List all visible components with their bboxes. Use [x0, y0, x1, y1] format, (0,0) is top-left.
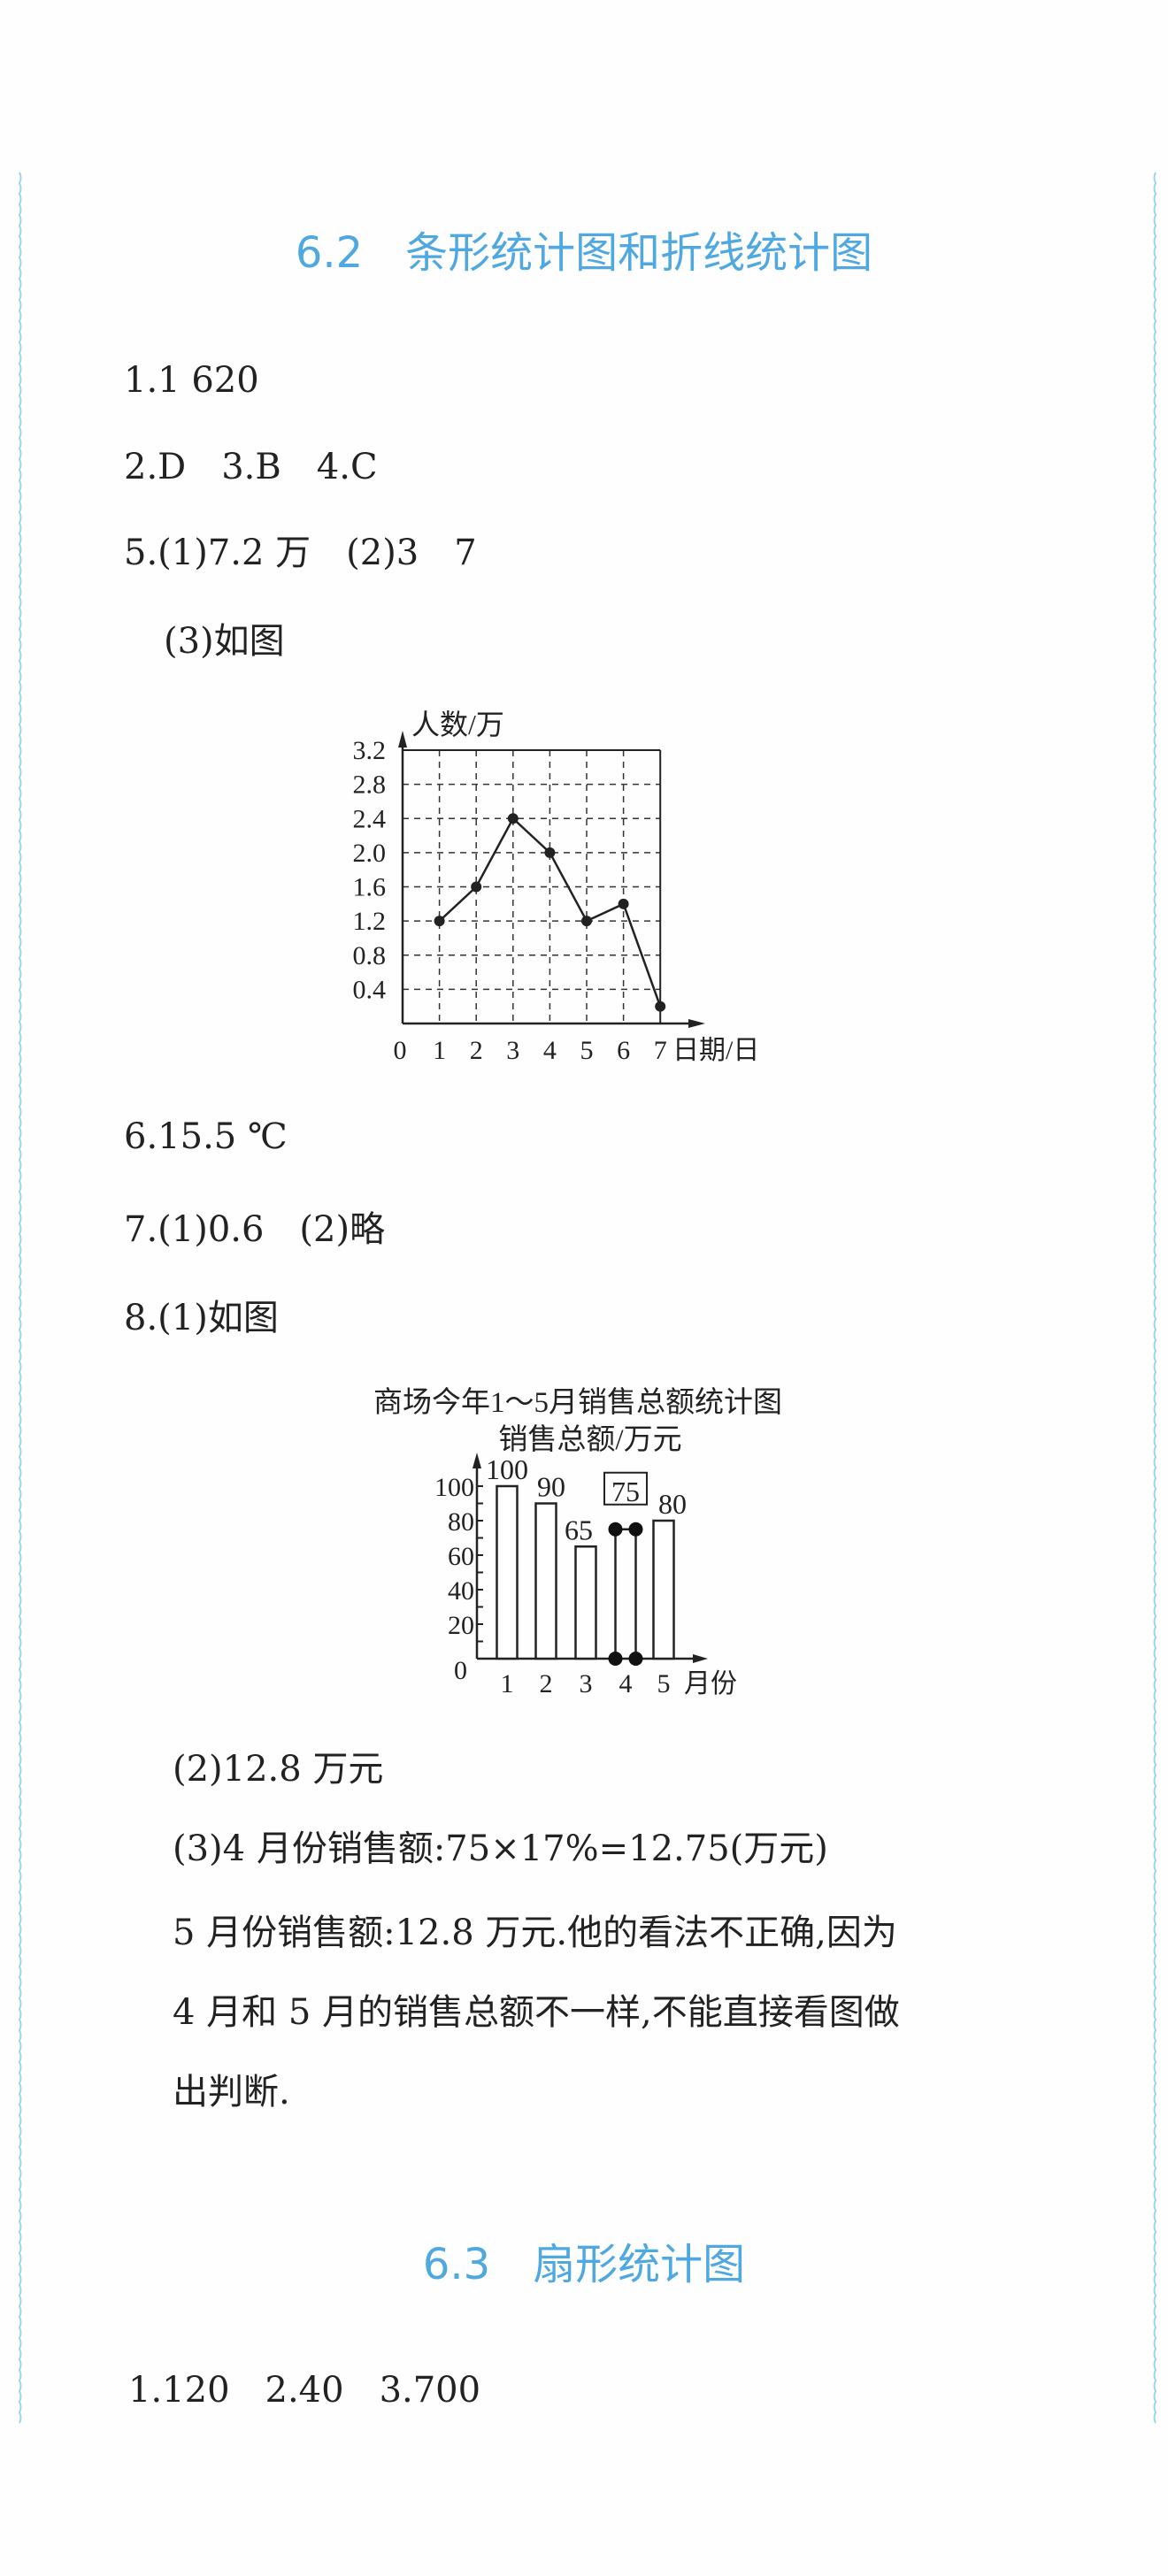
data-label: 90	[537, 1471, 565, 1503]
x-tick-label: 5	[657, 1669, 671, 1698]
x-tick-label: 4	[543, 1036, 557, 1065]
bar	[496, 1484, 519, 1660]
y-tick-label: 1.6	[353, 873, 387, 902]
answer-1: 1.1 620	[124, 360, 259, 401]
x-tick-label: 2	[540, 1669, 553, 1698]
x-axis-label: 日期/日	[672, 1036, 759, 1065]
y-tick-label: 1.2	[353, 907, 387, 936]
right-border	[1153, 172, 1157, 2424]
answer-8-3: (3)4 月份销售额:75×17%=12.75(万元)	[173, 1828, 828, 1869]
x-tick-label: 7	[654, 1036, 667, 1065]
data-point	[544, 847, 556, 858]
x-tick-label: 3	[580, 1669, 593, 1698]
answer-6: 6.15.5 ℃	[124, 1116, 288, 1157]
y-tick-label: 3.2	[353, 736, 387, 765]
y-tick-label: 100	[434, 1473, 474, 1502]
answer-6-3-1: 1.120 2.40 3.700	[128, 2370, 481, 2411]
y-tick-label: 20	[448, 1611, 474, 1640]
y-tick-label: 2.0	[353, 839, 387, 868]
answer-8-2: (2)12.8 万元	[173, 1749, 384, 1790]
data-label: 100	[486, 1453, 528, 1485]
data-point	[507, 813, 519, 824]
data-label-box	[603, 1471, 648, 1506]
y-axis-arrow	[398, 731, 407, 748]
y-tick-label: 60	[448, 1542, 474, 1571]
x-tick-label: 2	[470, 1036, 483, 1065]
y-tick-label: 2.8	[353, 770, 387, 800]
data-label: 65	[565, 1514, 593, 1545]
data-point	[434, 916, 445, 927]
y-tick-label: 0	[454, 1656, 467, 1685]
y-tick-label: 2.4	[353, 804, 387, 833]
bar	[534, 1502, 557, 1660]
y-axis-label: 人数/万	[411, 709, 504, 740]
data-point	[655, 1000, 666, 1012]
y-tick-label: 80	[448, 1507, 474, 1537]
x-tick-label: 6	[617, 1036, 630, 1065]
bar-4-vertex-dot	[628, 1652, 643, 1666]
answer-7: 7.(1)0.6 (2)略	[124, 1209, 386, 1250]
bar	[652, 1519, 675, 1660]
bar-4-vertex-dot	[608, 1522, 623, 1537]
x-axis-label: 月份	[684, 1669, 737, 1698]
y-tick-label: 40	[448, 1576, 474, 1606]
data-point	[581, 916, 592, 927]
bar-4-vertex-dot	[608, 1652, 623, 1666]
bar	[574, 1545, 597, 1660]
data-point	[618, 898, 629, 909]
answer-5-3: (3)如图	[164, 621, 285, 662]
answer-2-4: 2.D 3.B 4.C	[124, 447, 378, 487]
y-axis-label: 销售总额/万元	[498, 1423, 681, 1456]
x-axis-arrow	[693, 1654, 708, 1663]
x-axis-arrow	[688, 1019, 705, 1028]
bar-4-vertex-dot	[628, 1522, 643, 1537]
section-title-6-2: 6.2 条形统计图和折线统计图	[295, 228, 873, 278]
data-label: 75	[611, 1476, 640, 1507]
x-tick-label: 1	[501, 1669, 514, 1698]
x-tick-label: 5	[580, 1036, 594, 1065]
answer-8-3-cont3: 出判断.	[173, 2072, 290, 2112]
data-point	[471, 881, 482, 893]
section-title-6-3: 6.3 扇形统计图	[422, 2240, 746, 2289]
x-tick-label: 3	[506, 1036, 519, 1065]
answer-8-3-cont: 5 月份销售额:12.8 万元.他的看法不正确,因为	[173, 1913, 897, 1953]
data-label: 80	[658, 1488, 687, 1520]
answer-8-3-cont2: 4 月和 5 月的销售总额不一样,不能直接看图做	[173, 1992, 900, 2033]
answer-8: 8.(1)如图	[124, 1298, 279, 1338]
x-tick-label: 1	[433, 1036, 446, 1065]
chart-title: 商场今年1～5月销售总额统计图	[373, 1386, 782, 1419]
y-axis-arrow	[473, 1453, 481, 1468]
y-tick-label: 0.8	[353, 941, 387, 970]
left-border	[18, 172, 22, 2424]
answer-5: 5.(1)7.2 万 (2)3 7	[124, 533, 477, 573]
x-tick-label: 4	[619, 1669, 633, 1698]
y-tick-label: 0.4	[353, 975, 387, 1004]
x-tick-label: 0	[394, 1036, 407, 1065]
